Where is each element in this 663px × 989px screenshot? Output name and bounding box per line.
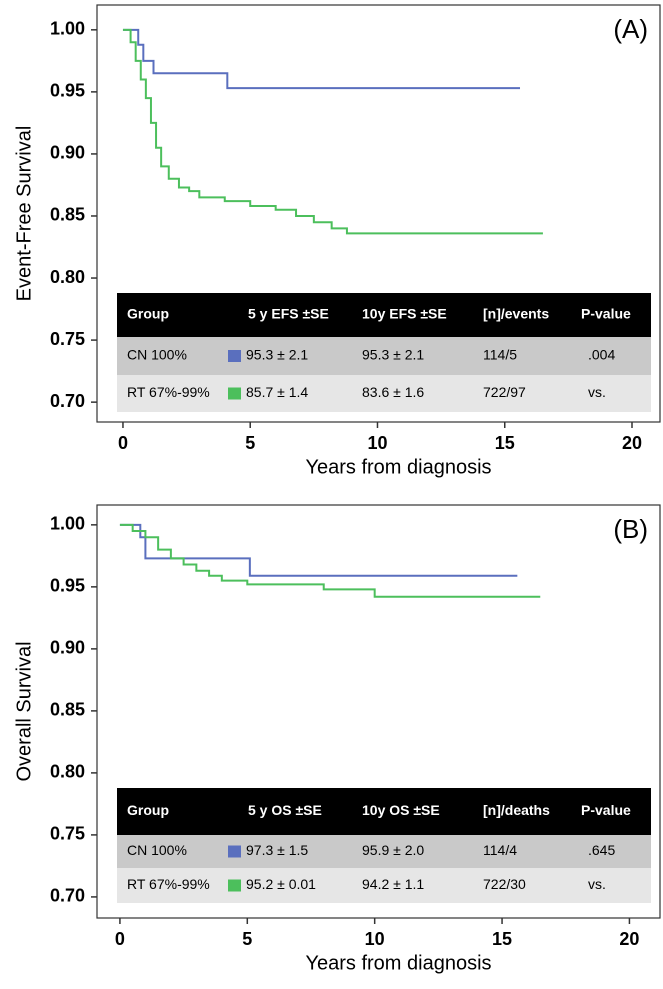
x-tick-label: 20 bbox=[622, 433, 642, 453]
table-header-cell: Group bbox=[127, 802, 169, 818]
table-cell: 83.6 ± 1.6 bbox=[362, 384, 424, 400]
survival-curve bbox=[122, 28, 543, 235]
y-axis-label: Overall Survival bbox=[13, 641, 35, 781]
table-row bbox=[117, 337, 651, 375]
y-tick-label: 0.95 bbox=[50, 81, 85, 101]
table-header-cell: [n]/events bbox=[483, 306, 549, 322]
y-tick-label: 0.90 bbox=[50, 638, 85, 658]
table-header-cell: Group bbox=[127, 306, 169, 322]
survival-curve bbox=[122, 28, 521, 90]
y-tick-label: 0.80 bbox=[50, 762, 85, 782]
table-header-cell: 5 y OS ±SE bbox=[248, 802, 322, 818]
panel-label: (A) bbox=[613, 14, 648, 44]
x-tick-label: 5 bbox=[242, 929, 252, 949]
panel-label: (B) bbox=[613, 514, 648, 544]
y-tick-label: 0.75 bbox=[50, 824, 85, 844]
y-tick-label: 1.00 bbox=[50, 514, 85, 534]
x-tick-label: 20 bbox=[619, 929, 639, 949]
y-tick-label: 0.80 bbox=[50, 267, 85, 287]
x-axis-label: Years from diagnosis bbox=[305, 952, 491, 974]
legend-swatch bbox=[228, 845, 241, 858]
table-cell: vs. bbox=[588, 876, 606, 892]
table-row bbox=[117, 835, 651, 868]
legend-label: CN 100% bbox=[127, 347, 187, 363]
table-cell: vs. bbox=[588, 384, 606, 400]
y-tick-label: 0.85 bbox=[50, 205, 85, 225]
y-tick-label: 1.00 bbox=[50, 19, 85, 39]
x-tick-label: 0 bbox=[115, 929, 125, 949]
table-cell: .645 bbox=[588, 842, 615, 858]
table-cell: 97.3 ± 1.5 bbox=[246, 842, 308, 858]
table-cell: 95.3 ± 2.1 bbox=[246, 347, 308, 363]
x-tick-label: 5 bbox=[245, 433, 255, 453]
y-tick-label: 0.70 bbox=[50, 886, 85, 906]
table-cell: 85.7 ± 1.4 bbox=[246, 384, 308, 400]
table-header-cell: [n]/deaths bbox=[483, 802, 550, 818]
table-cell: 114/5 bbox=[483, 347, 517, 363]
table-header-cell: P-value bbox=[581, 306, 631, 322]
table-cell: 95.3 ± 2.1 bbox=[362, 347, 424, 363]
table-header bbox=[117, 788, 651, 835]
x-tick-label: 15 bbox=[495, 433, 515, 453]
survival-curve bbox=[119, 523, 541, 598]
table-cell: 95.2 ± 0.01 bbox=[246, 876, 316, 892]
legend-swatch bbox=[228, 387, 241, 400]
x-tick-label: 10 bbox=[367, 433, 387, 453]
legend-swatch bbox=[228, 879, 241, 892]
y-tick-label: 0.95 bbox=[50, 576, 85, 596]
table-header-cell: 10y EFS ±SE bbox=[362, 306, 447, 322]
table-cell: 94.2 ± 1.1 bbox=[362, 876, 424, 892]
table-cell: 722/97 bbox=[483, 384, 526, 400]
x-tick-label: 0 bbox=[118, 433, 128, 453]
table-header-cell: 5 y EFS ±SE bbox=[248, 306, 329, 322]
x-tick-label: 10 bbox=[365, 929, 385, 949]
table-header-cell: P-value bbox=[581, 802, 631, 818]
y-tick-label: 0.85 bbox=[50, 700, 85, 720]
table-row bbox=[117, 868, 651, 903]
table-cell: 95.9 ± 2.0 bbox=[362, 842, 424, 858]
legend-label: RT 67%-99% bbox=[127, 384, 210, 400]
legend-label: CN 100% bbox=[127, 842, 187, 858]
legend-label: RT 67%-99% bbox=[127, 876, 210, 892]
table-cell: 114/4 bbox=[483, 842, 517, 858]
x-tick-label: 15 bbox=[492, 929, 512, 949]
survival-curve bbox=[119, 523, 518, 577]
legend-swatch bbox=[228, 350, 241, 362]
y-axis-label: Event-Free Survival bbox=[13, 126, 35, 302]
y-tick-label: 0.90 bbox=[50, 143, 85, 163]
y-tick-label: 0.75 bbox=[50, 329, 85, 349]
y-tick-label: 0.70 bbox=[50, 391, 85, 411]
plot-frame bbox=[96, 4, 661, 423]
table-row bbox=[117, 375, 651, 412]
table-cell: .004 bbox=[588, 347, 615, 363]
x-axis-label: Years from diagnosis bbox=[305, 456, 491, 478]
table-cell: 722/30 bbox=[483, 876, 526, 892]
table-header bbox=[117, 293, 651, 337]
table-header-cell: 10y OS ±SE bbox=[362, 802, 440, 818]
